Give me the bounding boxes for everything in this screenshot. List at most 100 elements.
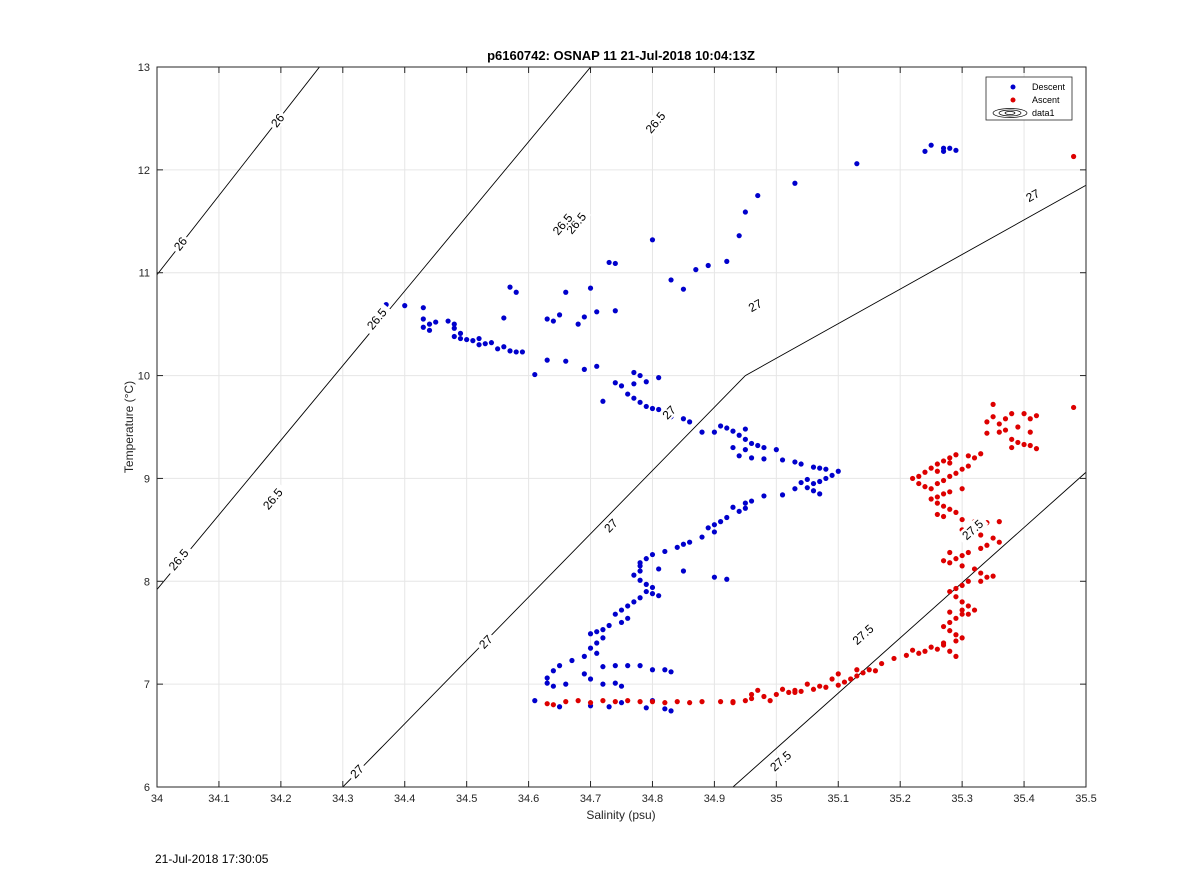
descent-point	[922, 148, 928, 154]
x-tick-label: 35.2	[889, 793, 910, 805]
legend-ascent-label: Ascent	[1032, 95, 1060, 105]
descent-point	[594, 640, 600, 646]
ascent-point	[755, 687, 761, 693]
ascent-point	[959, 635, 965, 641]
descent-point	[618, 619, 625, 626]
ascent-point	[940, 503, 947, 509]
ascent-point	[965, 611, 971, 617]
ascent-point	[823, 684, 829, 690]
descent-point	[581, 653, 587, 659]
ascent-point	[841, 679, 848, 685]
descent-point	[495, 346, 501, 352]
descent-point	[519, 349, 526, 355]
ascent-point	[717, 699, 724, 705]
contour-label-background	[560, 206, 592, 240]
ascent-point	[959, 607, 965, 613]
descent-point	[606, 622, 612, 629]
legend: Descent Ascent data1	[985, 76, 1073, 121]
descent-point	[532, 371, 538, 378]
ascent-point	[1009, 444, 1015, 451]
ascent-point	[1027, 429, 1033, 435]
ascent-point	[922, 648, 928, 654]
descent-point	[637, 663, 643, 669]
ascent-point	[848, 676, 854, 682]
descent-point	[643, 705, 649, 711]
descent-point	[724, 514, 730, 521]
descent-point	[662, 706, 668, 712]
descent-point	[600, 635, 606, 641]
ascent-point	[959, 486, 965, 492]
descent-point	[854, 161, 860, 167]
ascent-point	[947, 455, 953, 461]
ascent-point	[947, 628, 953, 634]
descent-point	[668, 669, 674, 675]
ascent-point	[959, 582, 965, 589]
ascent-point	[575, 698, 581, 704]
ascent-point	[947, 460, 953, 466]
descent-point	[742, 436, 748, 442]
ascent-point	[916, 480, 922, 487]
ascent-point	[835, 671, 841, 677]
contour-label-group: 27	[657, 401, 680, 424]
ascent-point	[600, 698, 606, 704]
ascent-point	[779, 686, 786, 692]
descent-point	[755, 192, 761, 199]
descent-point	[699, 534, 705, 540]
ascent-point	[965, 453, 971, 459]
descent-point	[705, 525, 711, 531]
ascent-point	[798, 688, 804, 694]
descent-point	[656, 566, 662, 572]
ascent-point	[940, 640, 947, 646]
ascent-point	[953, 452, 959, 458]
descent-point	[680, 541, 687, 547]
contour-label-group: 27	[474, 630, 497, 653]
descent-point	[544, 316, 550, 322]
ascent-point	[978, 570, 984, 576]
descent-point	[792, 180, 798, 186]
ascent-point	[903, 652, 909, 658]
ascent-point	[978, 545, 984, 551]
descent-point	[556, 704, 563, 710]
x-tick-label: 34.6	[518, 793, 539, 805]
legend-descent-label: Descent	[1032, 82, 1066, 92]
x-tick-label: 34.1	[208, 793, 229, 805]
ascent-point	[891, 655, 897, 662]
ascent-point	[649, 699, 656, 705]
contour-label-background	[1021, 185, 1044, 206]
ascent-point	[947, 560, 953, 566]
descent-point	[748, 455, 755, 461]
ascent-point	[662, 700, 668, 706]
descent-point	[637, 399, 643, 405]
contour-label-group: 27	[599, 514, 622, 537]
descent-point	[594, 629, 600, 635]
ascent-point	[761, 693, 767, 700]
contour-label-group: 26	[266, 109, 289, 132]
descent-point	[792, 459, 798, 465]
ascent-point	[817, 683, 823, 689]
descent-point	[612, 663, 618, 669]
ascent-point	[990, 573, 996, 579]
descent-point	[445, 318, 451, 324]
descent-point	[507, 348, 513, 354]
descent-point	[581, 671, 587, 677]
descent-point	[556, 663, 563, 669]
descent-point	[618, 683, 625, 689]
ascent-point	[854, 667, 860, 673]
descent-point	[563, 289, 569, 295]
descent-point	[637, 568, 643, 574]
descent-point	[656, 375, 662, 381]
descent-point	[724, 425, 730, 431]
ascent-point	[940, 491, 947, 497]
descent-point	[736, 233, 742, 239]
ascent-point	[922, 484, 928, 490]
ascent-point	[748, 695, 755, 702]
ascent-point	[996, 539, 1002, 545]
descent-point	[544, 357, 550, 363]
ascent-point	[996, 519, 1002, 525]
descent-point	[687, 539, 693, 545]
descent-point	[420, 305, 426, 311]
descent-point	[618, 607, 625, 613]
descent-point	[625, 391, 631, 397]
descent-point	[668, 708, 674, 714]
ascent-point	[953, 470, 959, 476]
